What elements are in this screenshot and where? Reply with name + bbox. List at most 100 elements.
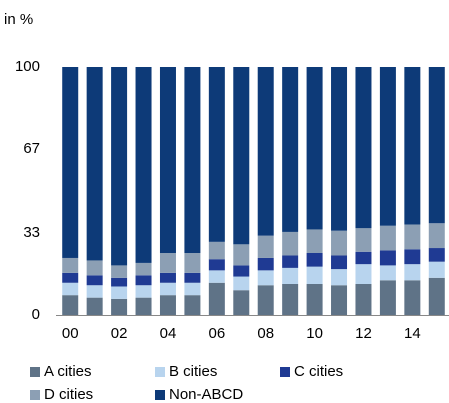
bar-segment bbox=[257, 67, 274, 236]
x-tick-label: 06 bbox=[209, 325, 226, 342]
bar-segment bbox=[159, 295, 176, 315]
legend-label: C cities bbox=[294, 363, 343, 380]
bar-segment bbox=[257, 270, 274, 286]
bar-segment bbox=[208, 270, 225, 283]
bar-segment bbox=[428, 67, 445, 224]
bar-segment bbox=[355, 264, 372, 284]
bar-segment bbox=[62, 282, 79, 296]
bar-segment bbox=[184, 253, 201, 273]
bar-segment bbox=[428, 261, 445, 278]
x-tick-label: 08 bbox=[257, 325, 274, 342]
bar-segment bbox=[86, 67, 103, 261]
bar-segment bbox=[282, 67, 299, 232]
y-tick-label: 33 bbox=[23, 224, 40, 241]
legend-swatch bbox=[280, 367, 290, 377]
bar-segment bbox=[306, 67, 323, 230]
bar-segment bbox=[62, 272, 79, 283]
bar-segment bbox=[135, 285, 152, 298]
x-tick-label: 02 bbox=[111, 325, 128, 342]
bar-segment bbox=[184, 282, 201, 296]
bar-segment bbox=[379, 67, 396, 226]
bar-segment bbox=[257, 285, 274, 315]
bar-segment bbox=[379, 280, 396, 315]
bar-segment bbox=[306, 229, 323, 253]
bar-segment bbox=[62, 295, 79, 315]
bar-segment bbox=[282, 284, 299, 315]
bar-segment bbox=[86, 275, 103, 286]
bar-segment bbox=[331, 285, 348, 315]
bar-segment bbox=[306, 253, 323, 267]
bar-segment bbox=[257, 257, 274, 271]
bar-segment bbox=[404, 280, 421, 315]
bar-segment bbox=[404, 249, 421, 265]
legend-label: D cities bbox=[44, 386, 93, 403]
bar-segment bbox=[355, 67, 372, 229]
legend-label: B cities bbox=[169, 363, 217, 380]
bar-segment bbox=[135, 297, 152, 315]
bar-segment bbox=[208, 259, 225, 271]
bar-segment bbox=[111, 265, 128, 278]
y-axis-label: in % bbox=[4, 11, 33, 28]
bar-segment bbox=[282, 255, 299, 268]
legend-swatch bbox=[155, 367, 165, 377]
bar-segment bbox=[233, 276, 250, 291]
bar-segment bbox=[86, 260, 103, 276]
bar-segment bbox=[428, 277, 445, 315]
bar-segment bbox=[233, 244, 250, 266]
bar-segment bbox=[208, 282, 225, 315]
bar-segment bbox=[257, 235, 274, 258]
bar-segment bbox=[86, 297, 103, 315]
bar-segment bbox=[208, 67, 225, 242]
bar-segment bbox=[62, 67, 79, 258]
bar-segment bbox=[355, 228, 372, 252]
bar-segment bbox=[184, 295, 201, 315]
bar-segment bbox=[233, 290, 250, 315]
bar-segment bbox=[331, 255, 348, 270]
bar-segment bbox=[331, 67, 348, 231]
bar-segment bbox=[331, 230, 348, 256]
bar-segment bbox=[233, 67, 250, 245]
bar-segment bbox=[404, 67, 421, 225]
bar-segment bbox=[428, 223, 445, 249]
bar-segment bbox=[111, 286, 128, 299]
bar-segment bbox=[159, 253, 176, 273]
bar-segment bbox=[282, 231, 299, 256]
bar-segment bbox=[404, 224, 421, 250]
y-tick-label: 67 bbox=[23, 140, 40, 157]
x-tick-label: 14 bbox=[404, 325, 421, 342]
legend-swatch bbox=[30, 367, 40, 377]
legend-label: Non-ABCD bbox=[169, 386, 243, 403]
y-tick-label: 100 bbox=[15, 58, 40, 75]
bar-segment bbox=[111, 67, 128, 266]
bar-segment bbox=[379, 265, 396, 281]
bar-segment bbox=[379, 250, 396, 266]
bar-segment bbox=[355, 284, 372, 315]
bar-segment bbox=[159, 67, 176, 253]
bar-segment bbox=[404, 264, 421, 281]
legend-swatch bbox=[30, 390, 40, 400]
bar-segment bbox=[62, 257, 79, 273]
bar-segment bbox=[208, 241, 225, 260]
bar-segment bbox=[184, 67, 201, 253]
bar-segment bbox=[306, 266, 323, 284]
bar-segment bbox=[135, 275, 152, 286]
bar-segment bbox=[233, 265, 250, 277]
legend-label: A cities bbox=[44, 363, 92, 380]
bar-segment bbox=[355, 251, 372, 265]
bar-segment bbox=[135, 67, 152, 263]
x-tick-label: 00 bbox=[62, 325, 79, 342]
bar-segment bbox=[331, 269, 348, 286]
bar-segment bbox=[282, 267, 299, 284]
x-tick-label: 04 bbox=[160, 325, 177, 342]
bar-segment bbox=[111, 298, 128, 315]
bar-segment bbox=[86, 285, 103, 298]
bar-segment bbox=[184, 272, 201, 283]
bar-segment bbox=[159, 272, 176, 283]
x-tick-label: 12 bbox=[355, 325, 372, 342]
x-tick-label: 10 bbox=[306, 325, 323, 342]
bar-segment bbox=[159, 282, 176, 296]
y-tick-label: 0 bbox=[32, 306, 40, 323]
bar-segment bbox=[306, 284, 323, 315]
bar-segment bbox=[111, 277, 128, 287]
